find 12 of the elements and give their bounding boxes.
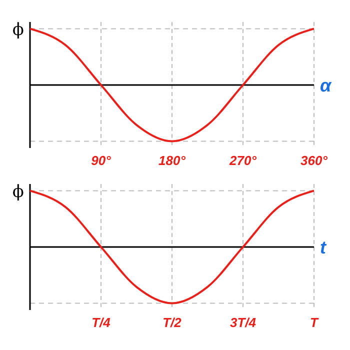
x-tick-label: 360° xyxy=(300,153,328,168)
x-axis-title: α xyxy=(320,75,332,96)
x-tick-label: 270° xyxy=(228,153,258,168)
x-tick-label: T xyxy=(310,315,320,330)
x-tick-label: 3T/4 xyxy=(230,315,257,330)
x-axis-title: t xyxy=(320,237,327,258)
x-tick-label: 180° xyxy=(158,153,186,168)
y-axis-title: ϕ xyxy=(12,20,24,40)
x-tick-label: 90° xyxy=(91,153,112,168)
x-tick-label: T/4 xyxy=(92,315,112,330)
y-axis-title: ϕ xyxy=(12,182,24,202)
x-tick-label: T/2 xyxy=(162,315,182,330)
